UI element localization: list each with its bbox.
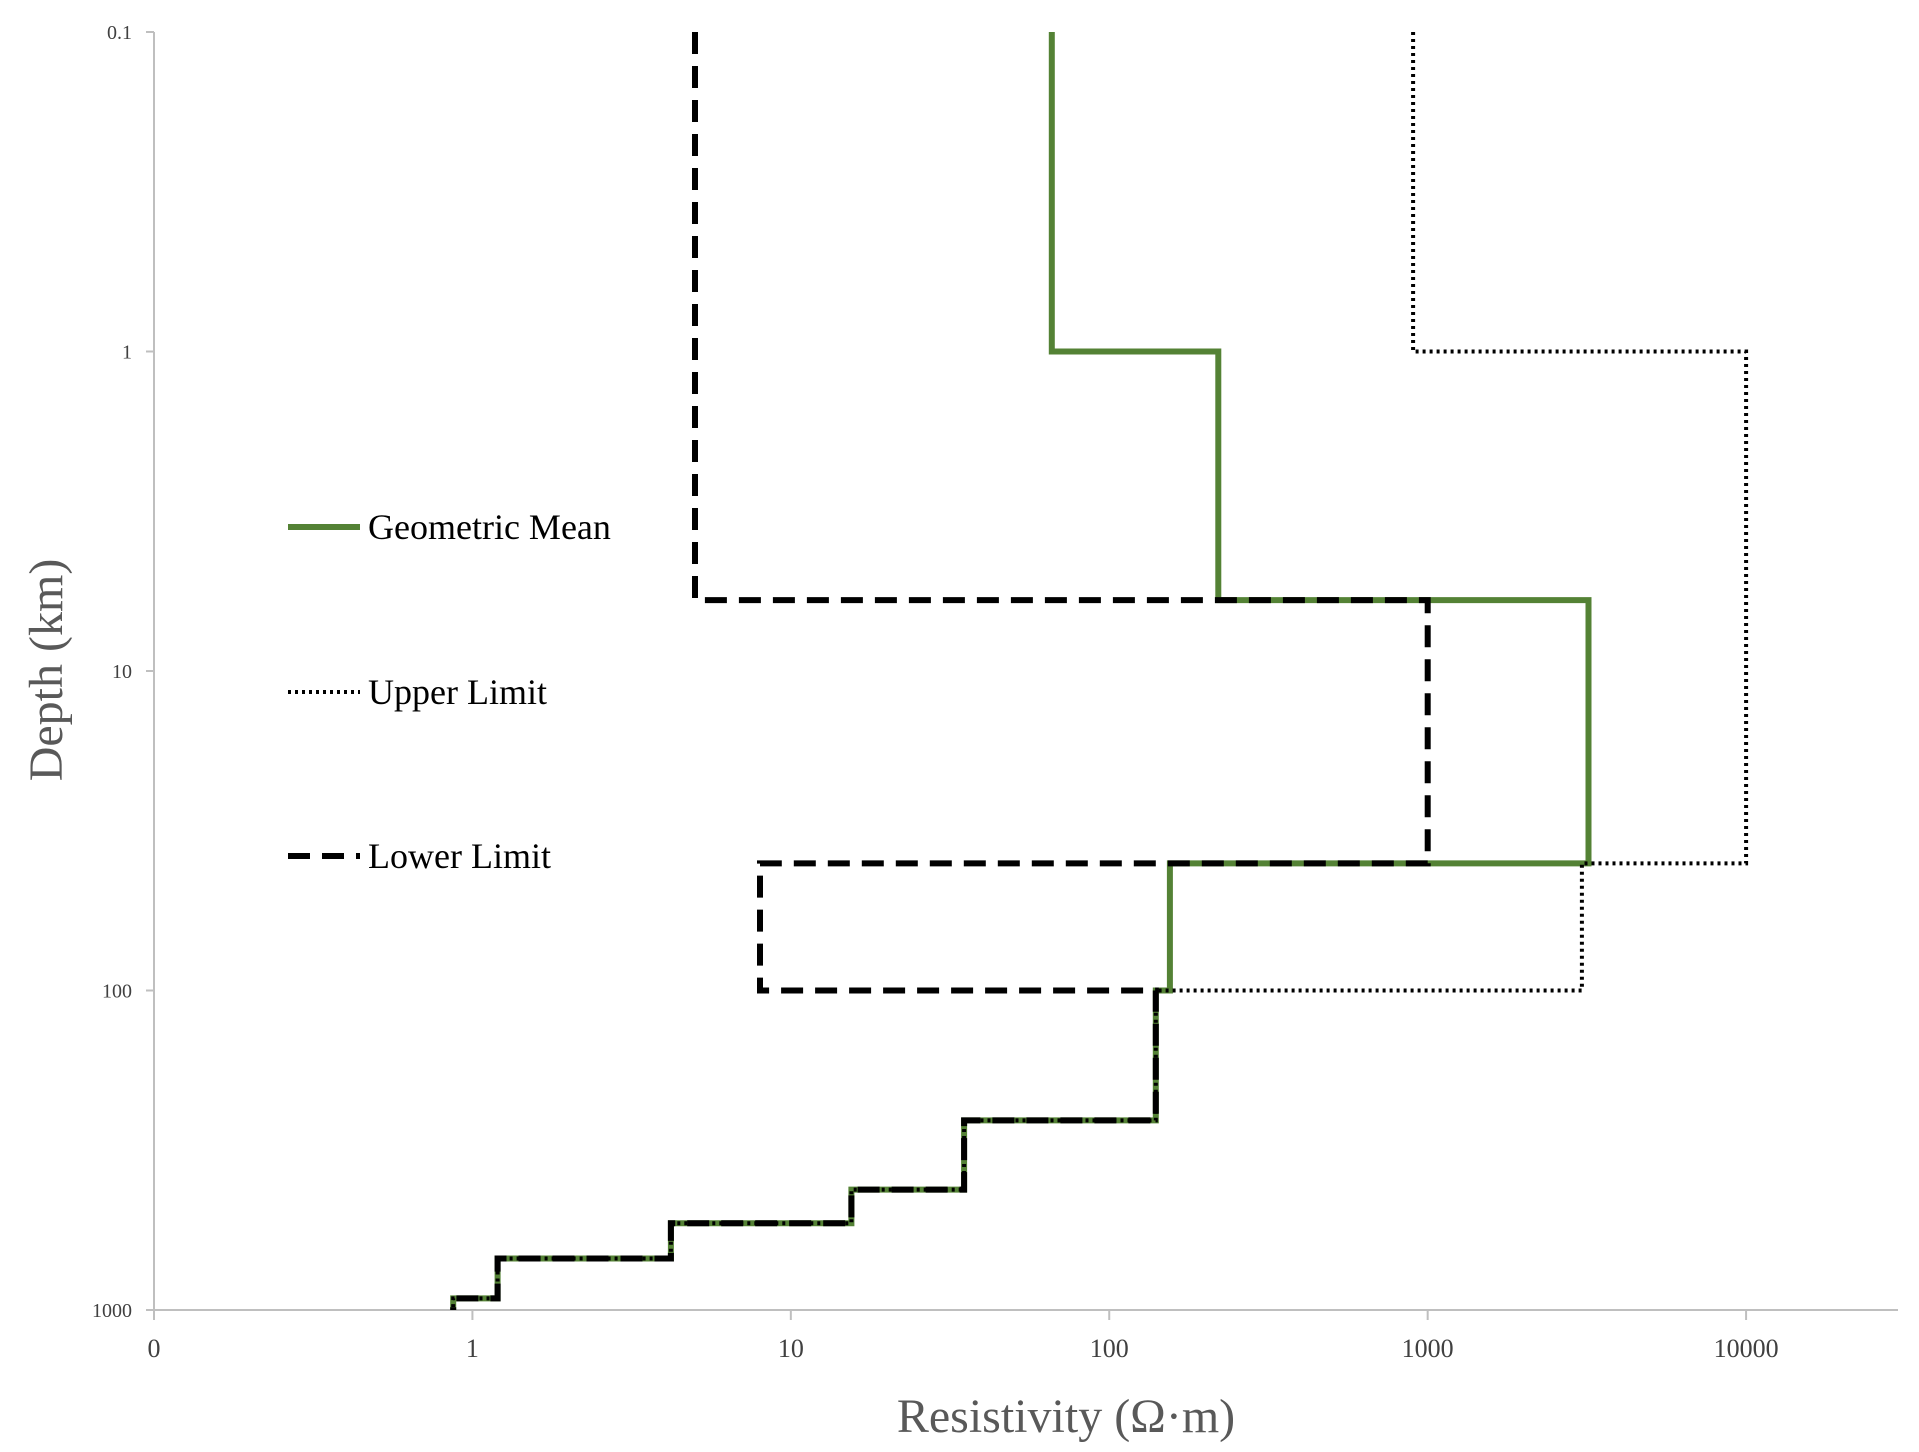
y-ticks: 0.1 1 10 100 1000: [92, 22, 154, 1322]
x-axis-title: Resistivity (Ω·m): [897, 1390, 1235, 1443]
legend-item-upper-limit: Upper Limit: [288, 672, 547, 712]
legend-label-upper-limit: Upper Limit: [368, 672, 547, 712]
legend: Geometric Mean Upper Limit Lower Limit: [288, 507, 611, 876]
y-tick-label: 10: [112, 661, 132, 683]
x-tick-label: 10000: [1714, 1334, 1779, 1363]
y-tick-label: 0.1: [107, 22, 132, 44]
x-tick-label: 10: [778, 1334, 804, 1363]
x-tick-label: 1: [466, 1334, 479, 1363]
y-axis-title: Depth (km): [20, 559, 73, 782]
y-tick-label: 100: [102, 981, 132, 1003]
x-tick-label: 1000: [1402, 1334, 1454, 1363]
legend-item-lower-limit: Lower Limit: [288, 836, 551, 876]
y-tick-label: 1: [122, 342, 132, 364]
y-tick-label: 1000: [92, 1300, 132, 1322]
x-tick-label: 100: [1090, 1334, 1129, 1363]
series-layer: [450, 32, 1749, 1310]
series-line-lower-limit: [450, 32, 1431, 1310]
legend-label-geometric-mean: Geometric Mean: [368, 507, 611, 547]
series-line-geometric-mean: [450, 32, 1592, 1310]
legend-item-geometric-mean: Geometric Mean: [288, 507, 611, 547]
x-ticks: 0 1 10 100 1000 10000: [148, 1310, 1779, 1363]
legend-label-lower-limit: Lower Limit: [368, 836, 551, 876]
x-tick-label: 0: [148, 1334, 161, 1363]
